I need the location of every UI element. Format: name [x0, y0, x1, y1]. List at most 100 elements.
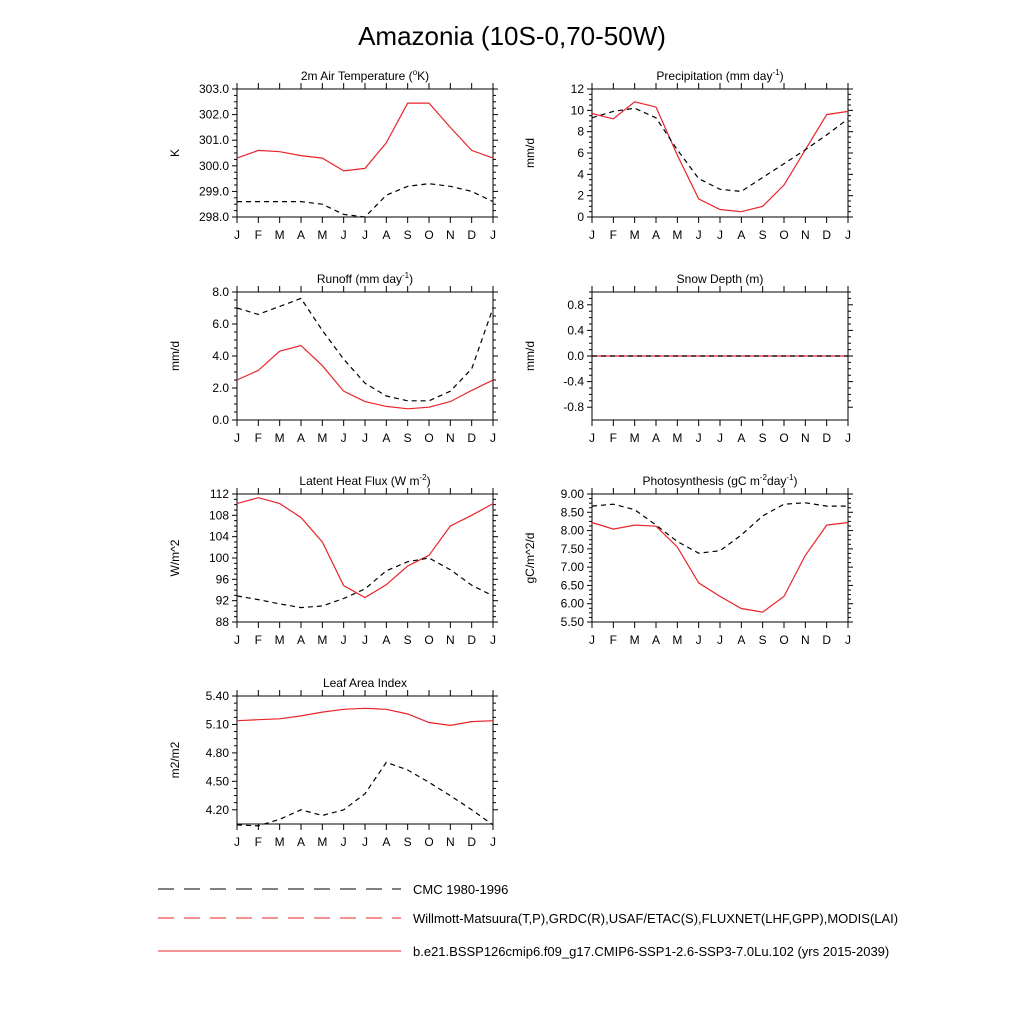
x-tick-label: J [490, 835, 496, 849]
x-tick-label: J [234, 228, 240, 242]
x-tick-label: J [717, 228, 723, 242]
panel-5: Latent Heat Flux (W m-2) W/m^2 88 92 96 100 10… [168, 473, 498, 647]
x-tick-label: A [382, 835, 390, 849]
panel-1: 2m Air Temperature (oK) K 298.0 299.0 300.0 3… [168, 68, 498, 242]
x-tick-label: D [467, 835, 476, 849]
panel-title-part: Precipitation (mm day [656, 69, 772, 83]
y-tick-label: 302.0 [199, 108, 229, 122]
panel-title-part: ) [427, 474, 431, 488]
x-tick-label: J [362, 633, 368, 647]
y-tick-label: 8.50 [561, 505, 585, 519]
panel-title-part: Leaf Area Index [323, 676, 407, 690]
x-tick-label: F [610, 228, 617, 242]
x-tick-label: J [696, 431, 702, 445]
x-tick-label: D [467, 228, 476, 242]
panel-title-part: Snow Depth (m) [677, 272, 764, 286]
x-tick-label: J [845, 633, 851, 647]
model-series-line [591, 521, 849, 613]
x-tick-label: D [467, 431, 476, 445]
y-tick-label: 299.0 [199, 184, 229, 198]
y-tick-label: 298.0 [199, 210, 229, 224]
x-tick-label: J [362, 228, 368, 242]
x-tick-label: S [404, 633, 412, 647]
obs-series-line [236, 761, 494, 827]
x-tick-label: J [717, 633, 723, 647]
panel-title-part: ) [780, 69, 784, 83]
model-series-line [236, 102, 494, 172]
x-tick-label: J [589, 228, 595, 242]
y-tick-label: 5.50 [561, 615, 585, 629]
y-tick-label: 6.00 [561, 597, 585, 611]
y-tick-label: 9.00 [561, 487, 585, 501]
y-axis-label: mm/d [523, 138, 537, 168]
y-tick-label: 0.4 [567, 323, 584, 337]
panel-title: Snow Depth (m) [677, 272, 764, 286]
y-axis-label: mm/d [523, 341, 537, 371]
x-tick-label: F [255, 431, 262, 445]
y-tick-label: 5.10 [206, 717, 230, 731]
x-tick-label: J [234, 835, 240, 849]
y-tick-label: 6.0 [212, 317, 229, 331]
x-tick-label: J [490, 633, 496, 647]
x-tick-label: A [652, 633, 660, 647]
panel-title: Photosynthesis (gC m-2day-1) [643, 473, 798, 488]
plot-frame [236, 291, 494, 421]
panel-title-part: ) [794, 474, 798, 488]
model-series-line [236, 497, 494, 599]
y-axis-label: W/m^2 [168, 539, 182, 576]
y-tick-label: 2.0 [212, 381, 229, 395]
x-tick-label: F [610, 431, 617, 445]
y-tick-label: 4 [577, 167, 584, 181]
y-tick-label: 8.0 [212, 285, 229, 299]
y-tick-label: 4.50 [206, 774, 230, 788]
x-tick-label: A [737, 633, 745, 647]
y-tick-label: 7.00 [561, 560, 585, 574]
x-tick-label: M [275, 633, 285, 647]
panel-title: Precipitation (mm day-1) [656, 68, 783, 83]
x-tick-label: O [424, 228, 433, 242]
panel-title: 2m Air Temperature (oK) [301, 68, 429, 83]
x-tick-label: A [737, 431, 745, 445]
x-tick-label: A [297, 431, 305, 445]
panel-title-part: -1 [772, 68, 780, 77]
y-tick-label: 100 [209, 551, 229, 565]
legend-label: b.e21.BSSP126cmip6.f09_g17.CMIP6-SSP1-2.… [413, 944, 889, 959]
x-tick-label: O [779, 228, 788, 242]
x-tick-label: M [672, 228, 682, 242]
y-tick-label: 4.20 [206, 803, 230, 817]
y-tick-label: 6.50 [561, 578, 585, 592]
y-tick-label: 7.50 [561, 542, 585, 556]
x-tick-label: A [297, 633, 305, 647]
x-tick-label: M [275, 228, 285, 242]
panel-title: Runoff (mm day-1) [317, 271, 413, 286]
obs-series-line [591, 107, 849, 193]
panel-title-part: K) [417, 69, 429, 83]
panel-title-part: 2m Air Temperature ( [301, 69, 413, 83]
y-tick-label: 10 [571, 103, 585, 117]
plot-frame [236, 695, 494, 825]
y-tick-label: 108 [209, 508, 229, 522]
x-tick-label: N [446, 835, 455, 849]
y-tick-label: 12 [571, 82, 585, 96]
y-tick-label: 300.0 [199, 159, 229, 173]
x-tick-label: D [822, 633, 831, 647]
x-tick-label: J [589, 633, 595, 647]
y-tick-label: 4.80 [206, 746, 230, 760]
y-tick-label: -0.8 [563, 400, 584, 414]
x-tick-label: J [696, 228, 702, 242]
panel-title-part: Photosynthesis (gC m [643, 474, 760, 488]
panel-title-part: Latent Heat Flux (W m [299, 474, 419, 488]
panel-title-part: ) [409, 272, 413, 286]
y-tick-label: 104 [209, 530, 229, 544]
y-tick-label: 92 [216, 594, 230, 608]
x-tick-label: O [779, 431, 788, 445]
plot-frame [591, 493, 849, 623]
panel-6: Photosynthesis (gC m-2day-1) gC/m^2/d 5.50… [523, 473, 853, 647]
y-tick-label: 112 [210, 487, 229, 501]
y-tick-label: 0.0 [212, 413, 229, 427]
x-tick-label: M [630, 633, 640, 647]
x-tick-label: A [382, 431, 390, 445]
panel-title-part: -1 [786, 473, 794, 482]
y-tick-label: 0.8 [567, 298, 584, 312]
